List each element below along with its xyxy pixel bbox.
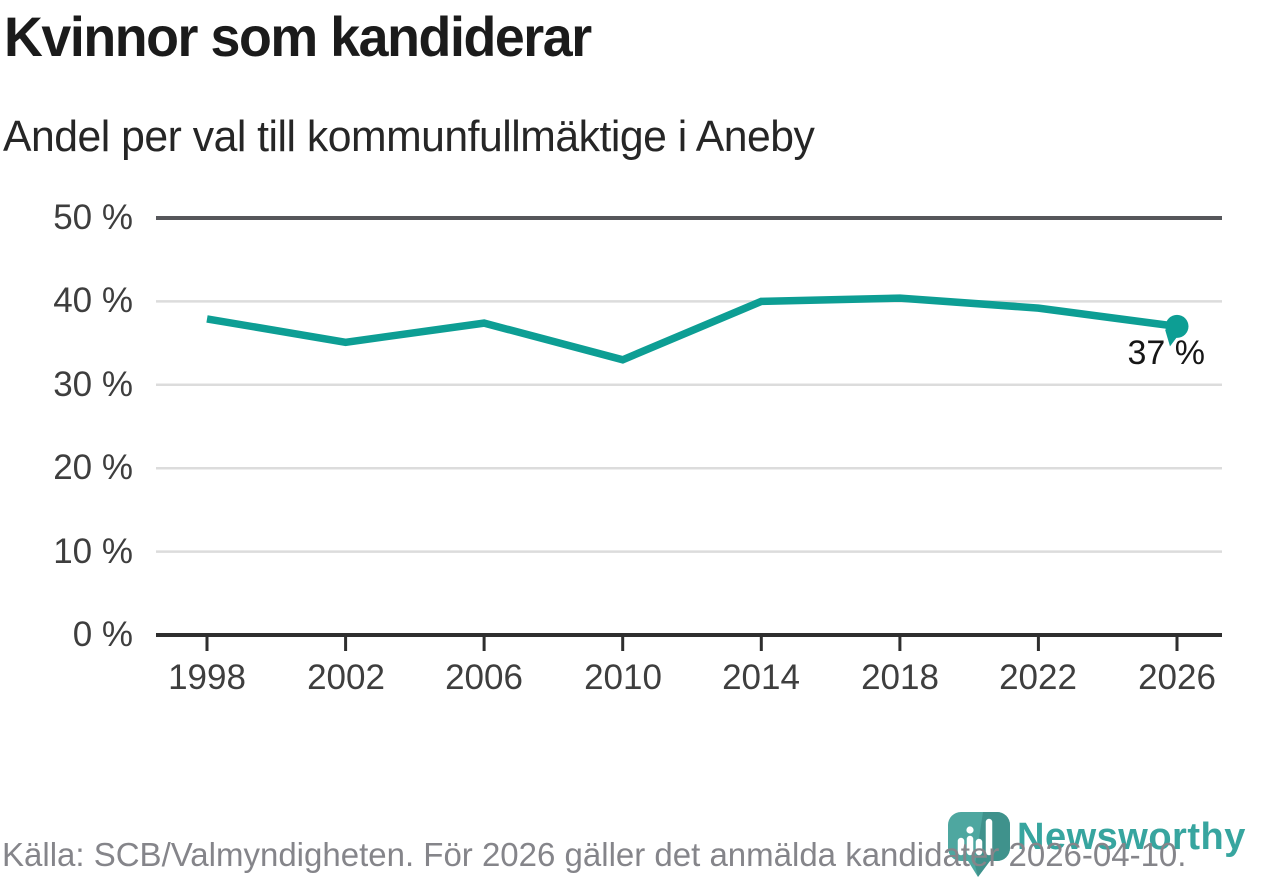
x-axis-tick-label: 2006: [445, 658, 523, 697]
newsworthy-wordmark: Newsworthy: [1017, 816, 1246, 858]
y-axis-tick-label: 30 %: [53, 365, 133, 404]
newsworthy-pin-barchart-icon: [948, 812, 1010, 877]
source-note: Källa: SCB/Valmyndigheten. För 2026 gäll…: [2, 836, 1187, 873]
x-axis-tick-label: 2014: [722, 658, 800, 697]
x-axis-tick-label: 2002: [307, 658, 385, 697]
data-line: [206, 294, 1178, 364]
x-axis-tick-label: 1998: [168, 658, 246, 697]
x-axis-tick-label: 2018: [861, 658, 939, 697]
end-point-marker: [1165, 314, 1189, 338]
chart-subtitle: Andel per val till kommunfullmäktige i A…: [3, 112, 815, 161]
y-axis-tick-label: 50 %: [53, 198, 133, 237]
y-axis-tick-label: 10 %: [53, 532, 133, 571]
x-axis-tick-label: 2022: [999, 658, 1077, 697]
y-axis-tick-label: 40 %: [53, 281, 133, 320]
y-axis-tick-label: 0 %: [72, 615, 133, 654]
end-value-label: 37 %: [1127, 334, 1206, 372]
x-axis-tick-label: 2026: [1138, 658, 1216, 697]
y-axis-tick-label: 20 %: [53, 448, 133, 487]
x-axis-tick-label: 2010: [584, 658, 662, 697]
chart-title: Kvinnor som kandiderar: [4, 5, 592, 68]
